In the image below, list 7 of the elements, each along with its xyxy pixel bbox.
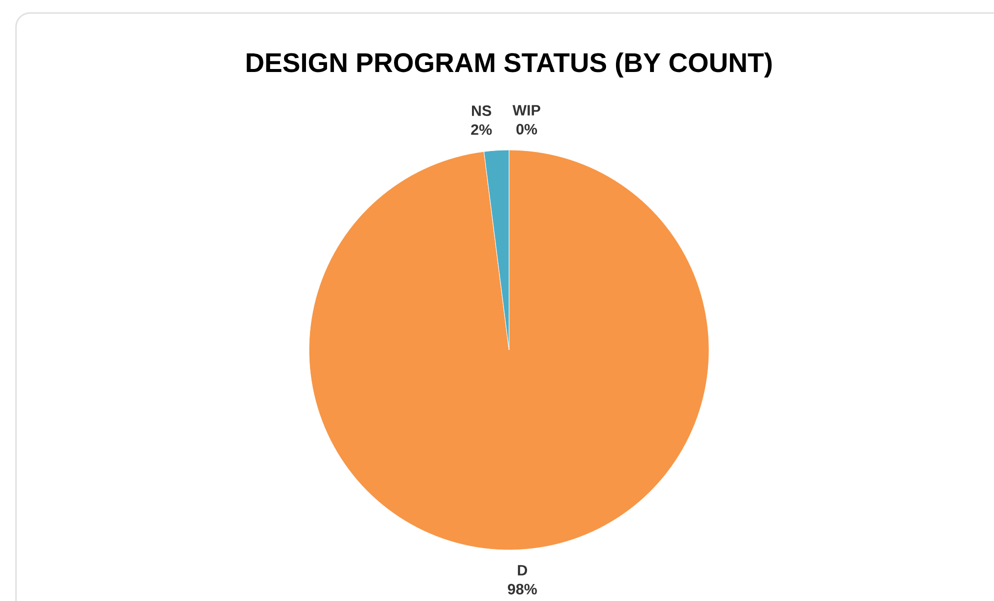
chart-title: DESIGN PROGRAM STATUS (BY COUNT) bbox=[246, 52, 772, 78]
text: 0% bbox=[516, 124, 538, 134]
category-label: WIP bbox=[512, 105, 540, 116]
slice-label: NS bbox=[472, 105, 492, 116]
slice-label: D bbox=[518, 565, 528, 576]
data-label: 2% bbox=[471, 124, 492, 135]
data-label: 98% bbox=[508, 584, 537, 594]
